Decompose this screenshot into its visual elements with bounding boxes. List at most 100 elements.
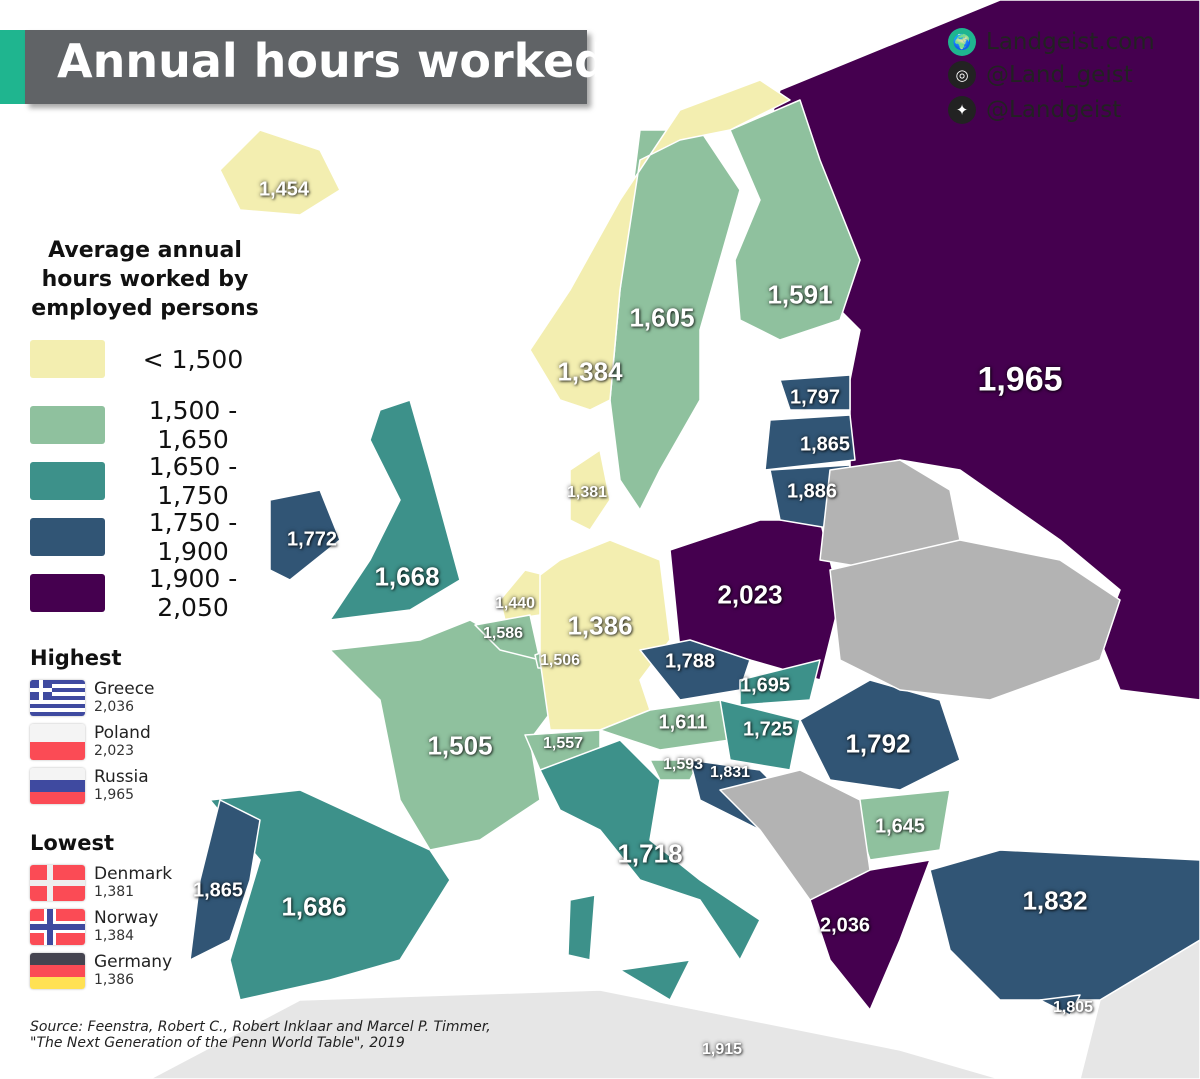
country-ukraine-no-data xyxy=(829,539,1121,701)
page-title: Annual hours worked xyxy=(57,34,608,88)
country-finland xyxy=(729,99,861,341)
map-value-label: 1,593 xyxy=(662,756,704,773)
legend-label: 1,650 - 1,750 xyxy=(148,452,238,510)
rank-value: 1,965 xyxy=(94,787,135,803)
legend-item: 1,750 - 1,900 xyxy=(30,508,268,566)
country-france xyxy=(329,619,561,851)
source-line-2: "The Next Generation of the Penn World T… xyxy=(30,1035,405,1051)
rank-value: 2,023 xyxy=(94,743,135,759)
map-value-label: 1,832 xyxy=(1022,885,1088,916)
map-value-label: 2,036 xyxy=(819,914,871,937)
country-latvia xyxy=(764,414,856,471)
country-czechia xyxy=(639,639,751,701)
country-slovakia xyxy=(739,659,821,706)
country-slovenia xyxy=(649,759,701,781)
map-value-label: 1,695 xyxy=(739,674,791,697)
map-value-label: 1,506 xyxy=(539,652,581,669)
map-value-label: 1,386 xyxy=(567,610,633,641)
country-uk xyxy=(329,399,461,621)
highest-title: Highest xyxy=(30,646,122,670)
legend-item: 1,900 - 2,050 xyxy=(30,564,268,622)
instagram-icon: ◎ xyxy=(948,61,976,89)
highest-rank-item: Greece 2,036 xyxy=(30,680,155,716)
lowest-rank-item: Germany 1,386 xyxy=(30,953,172,989)
country-turkey xyxy=(929,849,1200,1001)
map-value-label: 1,381 xyxy=(566,484,608,501)
country-ireland xyxy=(269,489,341,581)
map-value-label: 1,788 xyxy=(664,650,716,673)
rank-country: Denmark xyxy=(94,864,173,884)
map-value-label: 2,023 xyxy=(717,579,783,610)
social-website[interactable]: 🌍 Landgeist.com xyxy=(948,28,1155,56)
region-balkans-no-data xyxy=(719,769,871,901)
rank-country: Russia xyxy=(94,767,149,787)
rank-country: Poland xyxy=(94,723,151,743)
map-value-label: 1,645 xyxy=(874,815,926,838)
legend-label: 1,900 - 2,050 xyxy=(148,564,238,622)
legend-swatch xyxy=(30,574,105,612)
map-value-label: 1,915 xyxy=(701,1041,743,1058)
map-value-label: 1,557 xyxy=(542,735,584,752)
social-instagram[interactable]: ◎ @Land_geist xyxy=(948,61,1133,89)
map-value-label: 1,505 xyxy=(427,730,493,761)
country-romania xyxy=(799,679,961,791)
highest-rank-item: Russia 1,965 xyxy=(30,768,149,804)
map-value-label: 1,686 xyxy=(281,891,347,922)
legend-item: 1,500 - 1,650 xyxy=(30,396,268,454)
social-twitter[interactable]: ✦ @Landgeist xyxy=(948,96,1121,124)
legend-item: < 1,500 xyxy=(30,340,268,378)
rank-country: Germany xyxy=(94,952,173,972)
map-value-label: 1,718 xyxy=(617,838,683,869)
greece-flag xyxy=(30,680,85,716)
poland-flag xyxy=(30,724,85,760)
country-iceland xyxy=(219,129,341,216)
map-value-label: 1,797 xyxy=(789,386,841,409)
legend-item: 1,650 - 1,750 xyxy=(30,452,268,510)
map-value-label: 1,965 xyxy=(977,360,1063,399)
legend-label: 1,500 - 1,650 xyxy=(148,396,238,454)
country-norway xyxy=(529,79,791,411)
rank-value: 2,036 xyxy=(94,699,135,715)
legend-swatch xyxy=(30,518,105,556)
map-value-label: 1,831 xyxy=(709,764,751,781)
rank-country: Greece xyxy=(94,679,155,699)
source-line-1: Source: Feenstra, Robert C., Robert Inkl… xyxy=(30,1019,491,1035)
denmark-flag xyxy=(30,865,85,901)
map-value-label: 1,792 xyxy=(845,728,911,759)
map-value-label: 1,586 xyxy=(482,625,524,642)
map-value-label: 1,725 xyxy=(742,718,794,741)
rank-value: 1,381 xyxy=(94,884,135,900)
source-note: Source: Feenstra, Robert C., Robert Inkl… xyxy=(30,1019,491,1051)
map-value-label: 1,454 xyxy=(258,178,310,201)
country-spain xyxy=(209,789,451,1001)
title-accent xyxy=(0,30,25,104)
map-value-label: 1,384 xyxy=(557,356,623,387)
country-cyprus xyxy=(1039,994,1081,1016)
legend-swatch xyxy=(30,462,105,500)
north-africa-land xyxy=(149,989,1001,1079)
legend-swatch xyxy=(30,340,105,378)
globe-icon: 🌍 xyxy=(948,28,976,56)
map-value-label: 1,440 xyxy=(494,595,536,612)
lowest-rank-item: Norway 1,384 xyxy=(30,909,159,945)
country-germany xyxy=(539,539,671,731)
russia-flag xyxy=(30,768,85,804)
map-value-label: 1,611 xyxy=(658,711,708,734)
country-sardinia xyxy=(567,894,596,961)
country-denmark xyxy=(569,449,611,531)
map-value-label: 1,591 xyxy=(767,279,833,310)
twitter-icon: ✦ xyxy=(948,96,976,124)
map-value-label: 1,805 xyxy=(1052,999,1094,1016)
rank-value: 1,384 xyxy=(94,928,135,944)
map-value-label: 1,668 xyxy=(374,561,440,592)
legend-label: 1,750 - 1,900 xyxy=(148,508,238,566)
title-banner xyxy=(25,30,587,104)
country-hungary xyxy=(719,699,801,771)
legend-swatch xyxy=(30,406,105,444)
country-sicily xyxy=(619,959,691,1001)
lowest-title: Lowest xyxy=(30,831,114,855)
map-value-label: 1,605 xyxy=(629,302,695,333)
country-italy xyxy=(539,739,761,961)
map-value-label: 1,865 xyxy=(192,879,244,902)
